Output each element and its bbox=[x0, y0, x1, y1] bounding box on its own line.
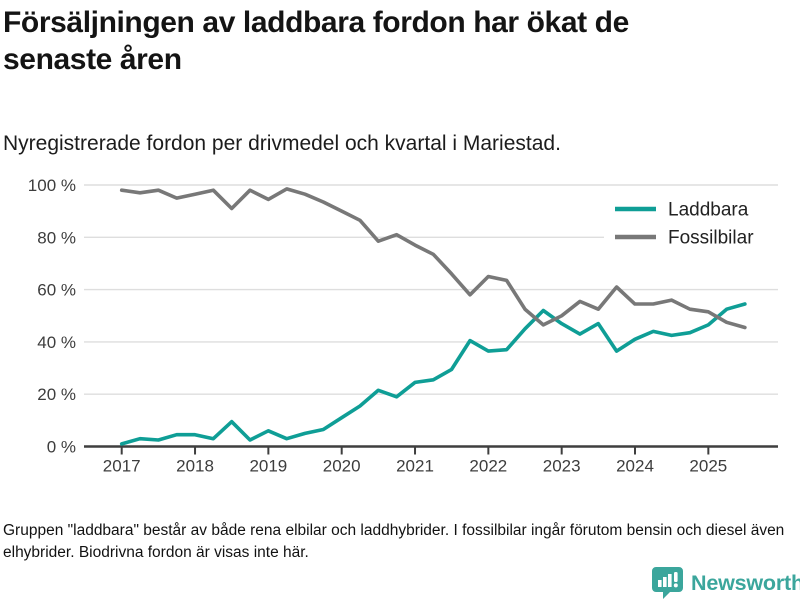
y-axis-tick-label: 20 % bbox=[37, 385, 76, 404]
y-axis-tick-label: 40 % bbox=[37, 333, 76, 352]
legend-label-fossilbilar: Fossilbilar bbox=[668, 228, 754, 249]
footnote: Gruppen "laddbara" består av både rena e… bbox=[3, 522, 785, 561]
x-axis-tick-label: 2018 bbox=[176, 457, 214, 476]
x-axis-tick-label: 2021 bbox=[396, 457, 434, 476]
chart-title: Försäljningen av laddbara fordon har öka… bbox=[3, 6, 629, 76]
x-axis-tick-label: 2022 bbox=[469, 457, 507, 476]
legend-background bbox=[604, 191, 785, 254]
x-axis-tick-label: 2017 bbox=[103, 457, 141, 476]
y-axis-tick-label: 0 % bbox=[47, 438, 76, 457]
legend-label-laddbara: Laddbara bbox=[668, 200, 749, 221]
series-line-laddbara bbox=[119, 302, 747, 446]
y-axis-tick-label: 60 % bbox=[37, 281, 76, 300]
x-axis-tick-label: 2020 bbox=[323, 457, 361, 476]
newsworthy-logo: Newsworthy bbox=[651, 566, 800, 599]
bar-chart-speech-bubble-icon bbox=[652, 567, 683, 599]
chart-subtitle: Nyregistrerade fordon per drivmedel och … bbox=[3, 132, 561, 155]
line-chart: 0 % 20 % 40 % 60 % 80 % 100 % 2017 2018 2019 2020… bbox=[28, 176, 785, 476]
newsworthy-logo-text: Newsworthy bbox=[691, 570, 800, 595]
x-axis-tick-label: 2024 bbox=[616, 457, 654, 476]
x-axis-tick-label: 2023 bbox=[543, 457, 581, 476]
x-axis-tick-label: 2025 bbox=[689, 457, 727, 476]
series-line-fossilbilar bbox=[119, 187, 747, 330]
y-axis-tick-label: 80 % bbox=[37, 228, 76, 247]
x-axis-tick-label: 2019 bbox=[249, 457, 287, 476]
y-axis-tick-label: 100 % bbox=[28, 176, 76, 195]
